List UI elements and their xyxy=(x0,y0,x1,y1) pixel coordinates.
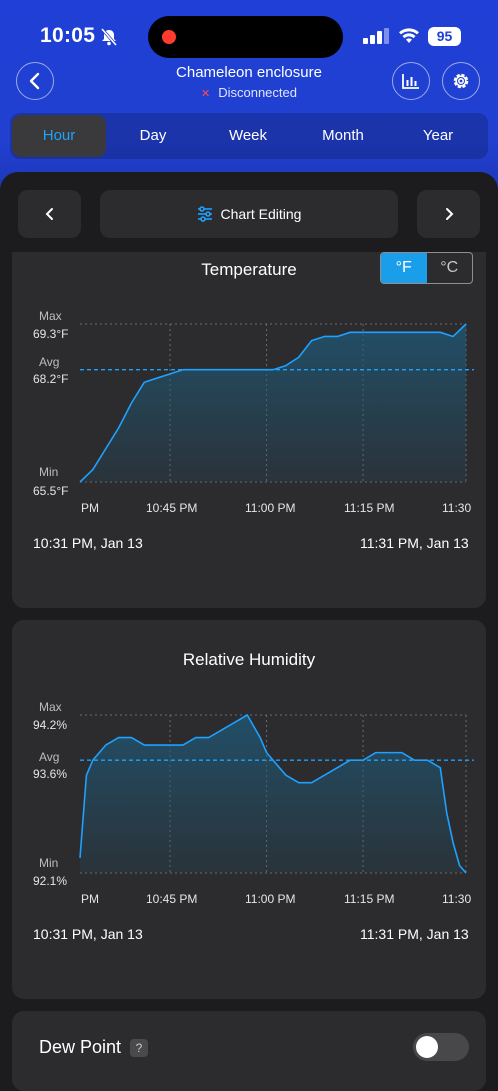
series-area xyxy=(80,715,466,873)
battery-indicator: 95 xyxy=(428,27,461,46)
dynamic-island xyxy=(148,16,343,58)
hum-min-value: 92.1% xyxy=(33,874,68,888)
temperature-title: Temperature xyxy=(201,260,297,279)
temp-avg-label: Avg xyxy=(39,355,60,369)
temp-x-tick: 11:30 xyxy=(442,501,472,515)
device-title-block: Chameleon enclosure ✕ Disconnected xyxy=(100,64,398,100)
bar-chart-icon xyxy=(402,74,419,89)
chevron-left-icon xyxy=(45,208,53,220)
hum-min-label: Min xyxy=(39,856,59,870)
temp-avg-value: 68.2°F xyxy=(33,372,69,386)
temp-max-value: 69.3°F xyxy=(33,327,69,341)
previous-period-button[interactable] xyxy=(18,190,81,238)
dew-point-toggle[interactable] xyxy=(413,1033,469,1061)
hum-x-tick: PM xyxy=(81,892,99,906)
humidity-card: Relative Humidity Max 94.2% Avg 93.6% Mi… xyxy=(12,620,486,999)
temperature-card: Temperature °F °C Max 69.3°F Avg 68.2°F … xyxy=(12,252,486,608)
status-time: 10:05 xyxy=(40,24,96,47)
temp-max-label: Max xyxy=(39,309,62,323)
stats-button[interactable] xyxy=(392,62,430,100)
tab-day[interactable]: Day xyxy=(139,127,167,144)
status-bar: 10:05 95 xyxy=(0,0,498,70)
disconnected-icon: ✕ xyxy=(201,88,211,100)
chevron-left-icon xyxy=(29,72,40,90)
tab-hour[interactable]: Hour xyxy=(12,115,106,157)
connection-status: ✕ Disconnected xyxy=(100,85,398,100)
hum-avg-value: 93.6% xyxy=(33,767,68,781)
humidity-title: Relative Humidity xyxy=(182,650,316,669)
chevron-right-icon xyxy=(445,208,453,220)
dew-point-label: Dew Point xyxy=(39,1037,122,1057)
chart-editing-label: Chart Editing xyxy=(220,206,302,222)
wifi-icon xyxy=(399,28,419,43)
toggle-knob xyxy=(416,1036,438,1058)
temp-range-end: 11:31 PM, Jan 13 xyxy=(360,535,469,551)
settings-button[interactable] xyxy=(442,62,480,100)
device-title: Chameleon enclosure xyxy=(176,64,322,81)
sliders-icon xyxy=(197,206,212,222)
temp-x-tick: 10:45 PM xyxy=(146,501,198,515)
next-period-button[interactable] xyxy=(417,190,480,238)
chart-editing-button[interactable]: Chart Editing xyxy=(100,190,398,238)
back-button[interactable] xyxy=(16,62,54,100)
temperature-chart xyxy=(79,323,474,483)
hum-range-start: 10:31 PM, Jan 13 xyxy=(33,926,143,942)
dew-point-card: Dew Point ? xyxy=(12,1011,486,1091)
connection-status-text: Disconnected xyxy=(218,85,297,100)
hum-max-label: Max xyxy=(39,700,62,714)
temp-x-tick: 11:15 PM xyxy=(344,501,395,515)
hum-x-tick: 10:45 PM xyxy=(146,892,198,906)
series-area xyxy=(80,324,466,482)
temp-x-tick: 11:00 PM xyxy=(245,501,296,515)
cellular-signal-icon xyxy=(363,28,389,44)
hum-x-tick: 11:00 PM xyxy=(245,892,296,906)
temp-range-start: 10:31 PM, Jan 13 xyxy=(33,535,143,551)
humidity-chart xyxy=(79,714,474,874)
temp-x-tick: PM xyxy=(81,501,99,515)
hum-avg-label: Avg xyxy=(39,750,60,764)
tab-week[interactable]: Week xyxy=(228,127,268,144)
bell-off-icon xyxy=(100,28,118,46)
time-range-tabs: Hour Day Week Month Year xyxy=(10,113,488,159)
unit-toggle: °F °C xyxy=(380,252,473,284)
hum-range-end: 11:31 PM, Jan 13 xyxy=(360,926,469,942)
gear-icon xyxy=(453,73,469,89)
help-icon[interactable]: ? xyxy=(130,1039,148,1057)
hum-x-tick: 11:15 PM xyxy=(344,892,395,906)
tab-month[interactable]: Month xyxy=(322,127,364,144)
recording-dot-icon xyxy=(162,30,176,44)
temp-min-label: Min xyxy=(39,465,59,479)
hum-x-tick: 11:30 xyxy=(442,892,472,906)
unit-celsius-button[interactable]: °C xyxy=(440,259,459,276)
temp-min-value: 65.5°F xyxy=(33,484,69,498)
hum-max-value: 94.2% xyxy=(33,718,68,732)
tab-year[interactable]: Year xyxy=(422,127,454,144)
unit-fahrenheit-button[interactable]: °F xyxy=(381,253,427,283)
